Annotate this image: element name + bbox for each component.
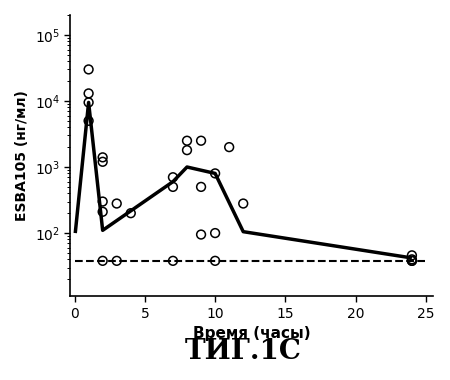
Point (99, 209, 106, 215)
Point (408, 256, 415, 263)
Point (240, 201, 247, 207)
Point (198, 231, 205, 238)
Point (127, 210, 135, 216)
Point (85, 90, 92, 97)
Point (169, 174, 176, 180)
Point (99, 159, 106, 165)
Point (99, 154, 106, 160)
Point (85, 118, 92, 124)
Point (184, 147, 191, 153)
X-axis label: Время (часы): Время (часы) (193, 326, 310, 341)
Point (169, 258, 176, 264)
Point (169, 184, 176, 190)
Point (198, 184, 205, 190)
Point (212, 258, 219, 264)
Point (212, 230, 219, 236)
Point (113, 258, 120, 264)
Point (408, 258, 415, 264)
Point (85, 100, 92, 106)
Point (408, 252, 415, 258)
Text: ΤИГ.1С: ΤИГ.1С (184, 338, 302, 365)
Point (225, 144, 233, 150)
Point (198, 138, 205, 144)
Point (99, 198, 106, 204)
Point (408, 258, 415, 264)
Point (113, 201, 120, 207)
Point (85, 66, 92, 73)
Point (212, 170, 219, 176)
Point (99, 258, 106, 264)
Point (184, 138, 191, 144)
Y-axis label: ESBA105 (нг/мл): ESBA105 (нг/мл) (15, 90, 29, 221)
